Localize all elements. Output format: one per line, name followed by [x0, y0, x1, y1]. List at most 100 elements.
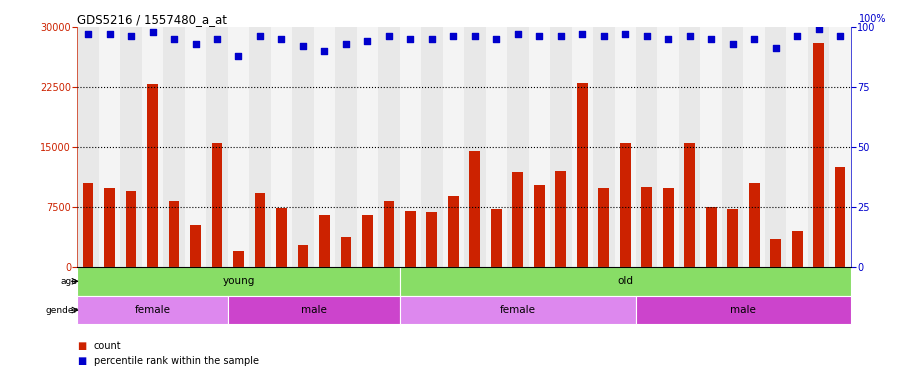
Bar — [770, 239, 781, 267]
Point — [296, 43, 310, 49]
Bar — [399, 267, 851, 296]
Bar — [168, 201, 179, 267]
Bar — [464, 27, 486, 267]
Bar — [399, 27, 421, 267]
Bar — [662, 189, 673, 267]
Bar — [228, 27, 249, 267]
Bar — [207, 27, 228, 267]
Text: GDS5216 / 1557480_a_at: GDS5216 / 1557480_a_at — [77, 13, 228, 26]
Point — [167, 36, 181, 42]
Bar — [599, 189, 609, 267]
Bar — [814, 43, 824, 267]
Text: count: count — [94, 341, 121, 351]
Bar — [550, 27, 571, 267]
Bar — [679, 27, 701, 267]
Bar — [190, 225, 201, 267]
Bar — [765, 27, 786, 267]
Bar — [77, 267, 399, 296]
Bar — [706, 207, 716, 267]
Text: male: male — [301, 305, 327, 315]
Text: male: male — [731, 305, 756, 315]
Text: percentile rank within the sample: percentile rank within the sample — [94, 356, 258, 366]
Bar — [147, 84, 158, 267]
Text: young: young — [222, 276, 255, 286]
Bar — [77, 27, 99, 267]
Point — [661, 36, 675, 42]
Point — [188, 41, 203, 47]
Bar — [276, 209, 287, 267]
Text: ■: ■ — [77, 356, 86, 366]
Point — [511, 31, 525, 37]
Bar — [507, 27, 529, 267]
Bar — [105, 189, 115, 267]
Point — [403, 36, 418, 42]
Point — [553, 33, 568, 40]
Bar — [642, 187, 652, 267]
Bar — [233, 251, 244, 267]
Bar — [743, 27, 765, 267]
Bar — [335, 27, 357, 267]
Point — [575, 31, 590, 37]
Point — [790, 33, 804, 40]
Point — [274, 36, 288, 42]
Point — [360, 38, 375, 44]
Point — [446, 33, 460, 40]
Point — [725, 41, 740, 47]
Bar — [684, 143, 695, 267]
Point — [102, 31, 116, 37]
Point — [231, 53, 246, 59]
Point — [425, 36, 440, 42]
Bar — [534, 185, 545, 267]
Point — [640, 33, 654, 40]
Bar — [593, 27, 614, 267]
Text: female: female — [135, 305, 170, 315]
Bar — [657, 27, 679, 267]
Bar — [786, 27, 808, 267]
Bar — [636, 27, 657, 267]
Text: ■: ■ — [77, 341, 86, 351]
Point — [704, 36, 719, 42]
Point — [124, 33, 138, 40]
Text: old: old — [617, 276, 633, 286]
Bar — [512, 172, 523, 267]
Bar — [448, 196, 459, 267]
Bar — [529, 27, 550, 267]
Bar — [314, 27, 335, 267]
Point — [209, 36, 224, 42]
Bar — [383, 201, 394, 267]
Bar — [620, 143, 631, 267]
Bar — [701, 27, 722, 267]
Bar — [749, 183, 760, 267]
Bar — [614, 27, 636, 267]
Point — [833, 33, 847, 40]
Bar — [399, 296, 636, 324]
Bar — [727, 209, 738, 267]
Point — [381, 33, 396, 40]
Point — [81, 31, 96, 37]
Bar — [792, 231, 803, 267]
Bar — [379, 27, 399, 267]
Bar — [577, 83, 588, 267]
Bar — [319, 215, 329, 267]
Point — [682, 33, 697, 40]
Point — [253, 33, 268, 40]
Bar — [83, 183, 94, 267]
Bar — [362, 215, 373, 267]
Bar — [271, 27, 292, 267]
Point — [339, 41, 353, 47]
Bar — [185, 27, 207, 267]
Bar — [357, 27, 379, 267]
Bar — [722, 27, 743, 267]
Bar — [427, 212, 437, 267]
Bar — [249, 27, 271, 267]
Text: age: age — [60, 277, 77, 286]
Bar — [292, 27, 314, 267]
Bar — [405, 211, 416, 267]
Bar — [834, 167, 845, 267]
Bar — [442, 27, 464, 267]
Bar — [142, 27, 163, 267]
Bar — [163, 27, 185, 267]
Bar — [829, 27, 851, 267]
Text: female: female — [500, 305, 536, 315]
Bar — [120, 27, 142, 267]
